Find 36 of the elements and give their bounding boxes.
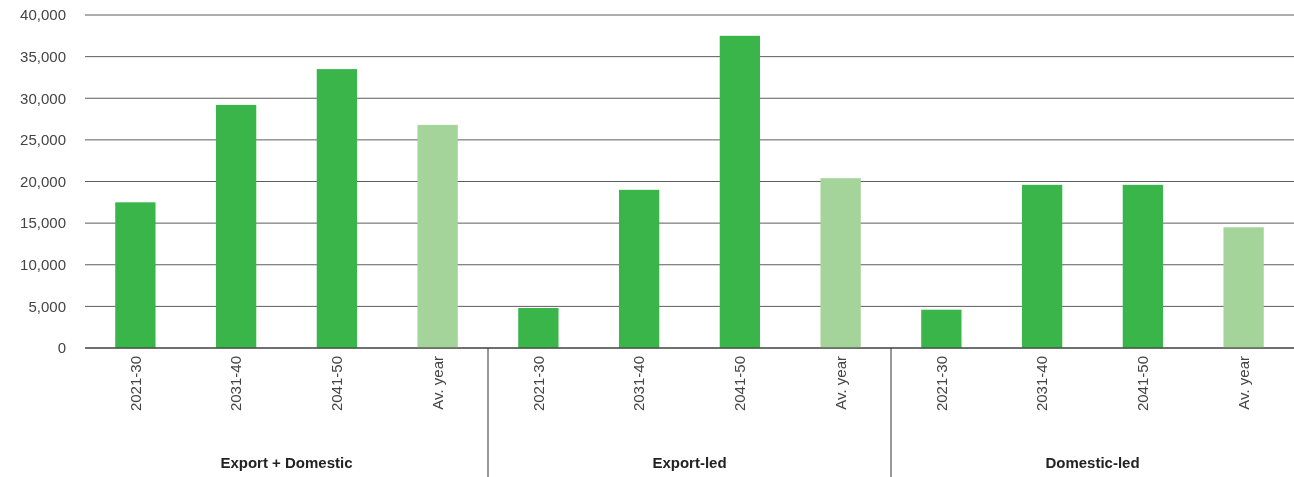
x-tick-label: 2031-40 [1033,356,1051,412]
bar [618,189,660,348]
bar [1122,184,1164,348]
bar [921,309,962,348]
y-tick-label: 25,000 [20,131,66,149]
bar [115,202,156,348]
x-tick-label: Av. year [428,356,446,410]
bar [1021,184,1063,348]
y-tick-label: 5,000 [28,297,66,315]
text: Export + Domestic [220,454,353,471]
bar [1223,227,1264,348]
bar [417,124,458,348]
x-tick-label: 2031-40 [630,356,648,412]
bar [215,104,257,348]
bar [719,35,761,348]
text: Export-led [652,454,727,471]
x-tick-label: 2021-30 [932,356,950,412]
y-tick-label: 0 [57,339,66,357]
x-tick-label: 2031-40 [227,356,245,412]
y-tick-label: 40,000 [20,6,66,24]
x-tick-label: 2021-30 [126,356,144,412]
y-tick-label: 20,000 [20,172,66,190]
x-tick-label: 2041-50 [1134,356,1152,412]
bar [820,178,861,348]
bar [316,69,358,348]
x-tick-label: Av. year [1234,356,1252,410]
x-tick-label: Av. year [831,356,849,410]
bar [518,308,559,348]
y-tick-label: 30,000 [20,89,66,107]
y-tick-label: 15,000 [20,214,66,232]
x-tick-label: 2021-30 [529,356,547,412]
x-tick-label: 2041-50 [328,356,346,412]
y-tick-label: 35,000 [20,47,66,65]
x-tick-label: 2041-50 [731,356,749,412]
y-tick-label: 10,000 [20,256,66,273]
text: Domestic-led [1045,454,1140,471]
